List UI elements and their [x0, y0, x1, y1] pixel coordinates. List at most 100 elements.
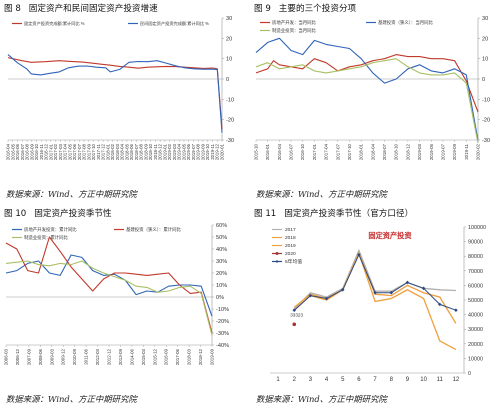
legend-label: 固定资产投资完成额:累计同比 % — [24, 20, 85, 27]
x-tick-label: 6 — [357, 377, 361, 383]
x-tick-label: 2012-12 — [107, 348, 112, 365]
legend-label: 2018 — [285, 235, 296, 241]
x-tick-label: 2019-09 — [452, 143, 457, 160]
y-tick-label: 40% — [216, 247, 227, 253]
x-tick-label: 2006-03 — [4, 348, 9, 365]
y-tick-label: -30 — [226, 138, 234, 144]
x-tick-label: 2008-06 — [38, 348, 43, 365]
x-tick-label: 2016-11 — [39, 143, 44, 159]
x-tick-label: 2019-07 — [191, 143, 196, 160]
y-tick-label: 90000 — [468, 240, 483, 246]
x-tick-label: 3 — [309, 377, 313, 383]
x-tick-label: 2016-06 — [15, 143, 20, 160]
x-tick-label: 2018-12 — [405, 143, 410, 160]
x-tick-label: 2006-12 — [15, 348, 20, 365]
x-tick-label: 2015-10 — [254, 143, 259, 160]
x-tick-label: 2019-06 — [186, 143, 191, 160]
legend-label: 基建投资（狭义）：当月同比 — [378, 19, 433, 26]
y-tick-label: -40% — [216, 343, 229, 349]
y-tick-label: 20 — [482, 36, 488, 42]
x-tick-label: 2017-01 — [312, 143, 317, 160]
x-tick-label: 2018-12 — [158, 143, 163, 160]
x-tick-label: 2018-08 — [139, 143, 144, 160]
x-tick-label: 2016-10 — [300, 143, 305, 160]
data-source: 数据来源：Wind、方正中期研究院 — [6, 189, 137, 199]
x-tick-label: 2 — [293, 377, 297, 383]
y-tick-label: 0 — [468, 371, 471, 377]
x-tick-label: 7 — [373, 377, 377, 383]
x-tick-label: 2018-07 — [382, 143, 387, 160]
y-tick-label: 0 — [482, 77, 485, 83]
x-tick-label: 2018-05 — [124, 143, 129, 160]
x-tick-label: 2016-07 — [20, 143, 25, 160]
y-tick-label: 10 — [482, 57, 488, 63]
series-line-2 — [5, 260, 213, 336]
legend-label: 基建投资（狭义）：累计同比 — [126, 226, 181, 233]
figure-title: 图 11 固定资产投资季节性（官方口径） — [254, 207, 413, 219]
x-tick-label: 2019-09 — [210, 348, 215, 365]
x-tick-label: 2018-06 — [129, 143, 134, 160]
x-tick-label: 2017-10 — [91, 143, 96, 160]
figure-title-text: 固定资产和民间固定资产投资增速 — [28, 4, 158, 14]
x-tick-label: 2012-03 — [95, 348, 100, 365]
x-tick-label: 2014-06 — [129, 348, 134, 365]
x-tick-label: 2016-09 — [29, 143, 34, 160]
series-marker — [292, 322, 297, 327]
x-tick-label: 2017-12 — [101, 143, 106, 160]
x-tick-label: 2018-04 — [120, 143, 125, 160]
chart-official-seasonality: 0 10000 20000 30000 40000 50000 60000 70000 8000… — [270, 225, 486, 383]
y-tick-label: 80000 — [468, 254, 483, 260]
figure-title: 图 9 主要的三个投资分项 — [254, 2, 356, 14]
x-tick-label: 2018-09 — [143, 143, 148, 160]
figure-title: 图 10 固定资产投资季节性 — [4, 207, 112, 219]
y-tick-label: 60000 — [468, 283, 483, 289]
x-tick-label: 2016-04 — [6, 143, 11, 160]
x-tick-label: 2018-10 — [148, 143, 153, 160]
x-tick-label: 4 — [325, 377, 329, 383]
x-tick-label: 8 — [390, 377, 394, 383]
x-tick-label: 2017-01 — [48, 143, 53, 160]
x-tick-label: 2020-02 — [476, 143, 481, 160]
chart-investment-seasonality: -40% -30% -20% -10% 0% 10% 20% 30% 40% 50% 60% 2006… — [4, 223, 230, 365]
y-tick-label: 60% — [216, 223, 227, 229]
x-tick-label: 2019-08 — [196, 143, 201, 160]
y-tick-label: -20 — [226, 118, 234, 124]
x-tick-label: 2009-12 — [61, 348, 66, 365]
y-tick-label: -10% — [216, 307, 229, 313]
series-marker — [340, 287, 345, 292]
x-tick-label: 2015-12 — [152, 348, 157, 365]
y-tick-label: 20000 — [468, 342, 483, 348]
legend-label: 2020 — [285, 251, 296, 257]
y-tick-label: 30% — [216, 259, 227, 265]
x-tick-label: 2019-09 — [200, 143, 205, 160]
x-tick-label: 10 — [420, 377, 427, 383]
chart-inner-title: 固定资产投资 — [368, 231, 412, 240]
x-tick-label: 2016-04 — [277, 143, 282, 160]
x-tick-label: 2017-07 — [77, 143, 82, 160]
legend-marker — [275, 260, 279, 263]
x-tick-label: 2018-03 — [187, 348, 192, 365]
x-tick-label: 2016-07 — [289, 143, 294, 160]
x-tick-label: 2018-02 — [110, 143, 115, 160]
series-marker — [292, 308, 297, 313]
x-tick-label: 2017-11 — [96, 143, 101, 159]
x-tick-label: 2017-07 — [335, 143, 340, 160]
legend-label: 房地产开发：当月同比 — [272, 19, 317, 26]
series-line-2 — [255, 58, 479, 144]
series-line-0 — [255, 54, 479, 113]
y-tick-label: 10% — [216, 283, 227, 289]
data-source: 数据来源：Wind、方正中期研究院 — [6, 394, 137, 404]
x-tick-label: 2018-12 — [198, 348, 203, 365]
figure-number: 图 10 — [4, 209, 27, 219]
x-tick-label: 2019-03 — [417, 143, 422, 160]
x-tick-label: 2016-01 — [265, 143, 270, 160]
y-tick-label: 50% — [216, 235, 227, 241]
figure-title: 图 8 固定资产和民间固定资产投资增速 — [4, 2, 158, 14]
legend-label: 2019 — [285, 243, 296, 249]
x-tick-label: 2019-11 — [210, 143, 215, 159]
series-line-2 — [293, 251, 457, 351]
x-tick-label: 2018-01 — [105, 143, 110, 160]
y-tick-label: 20% — [216, 271, 227, 277]
x-tick-label: 2019-10 — [205, 143, 210, 160]
